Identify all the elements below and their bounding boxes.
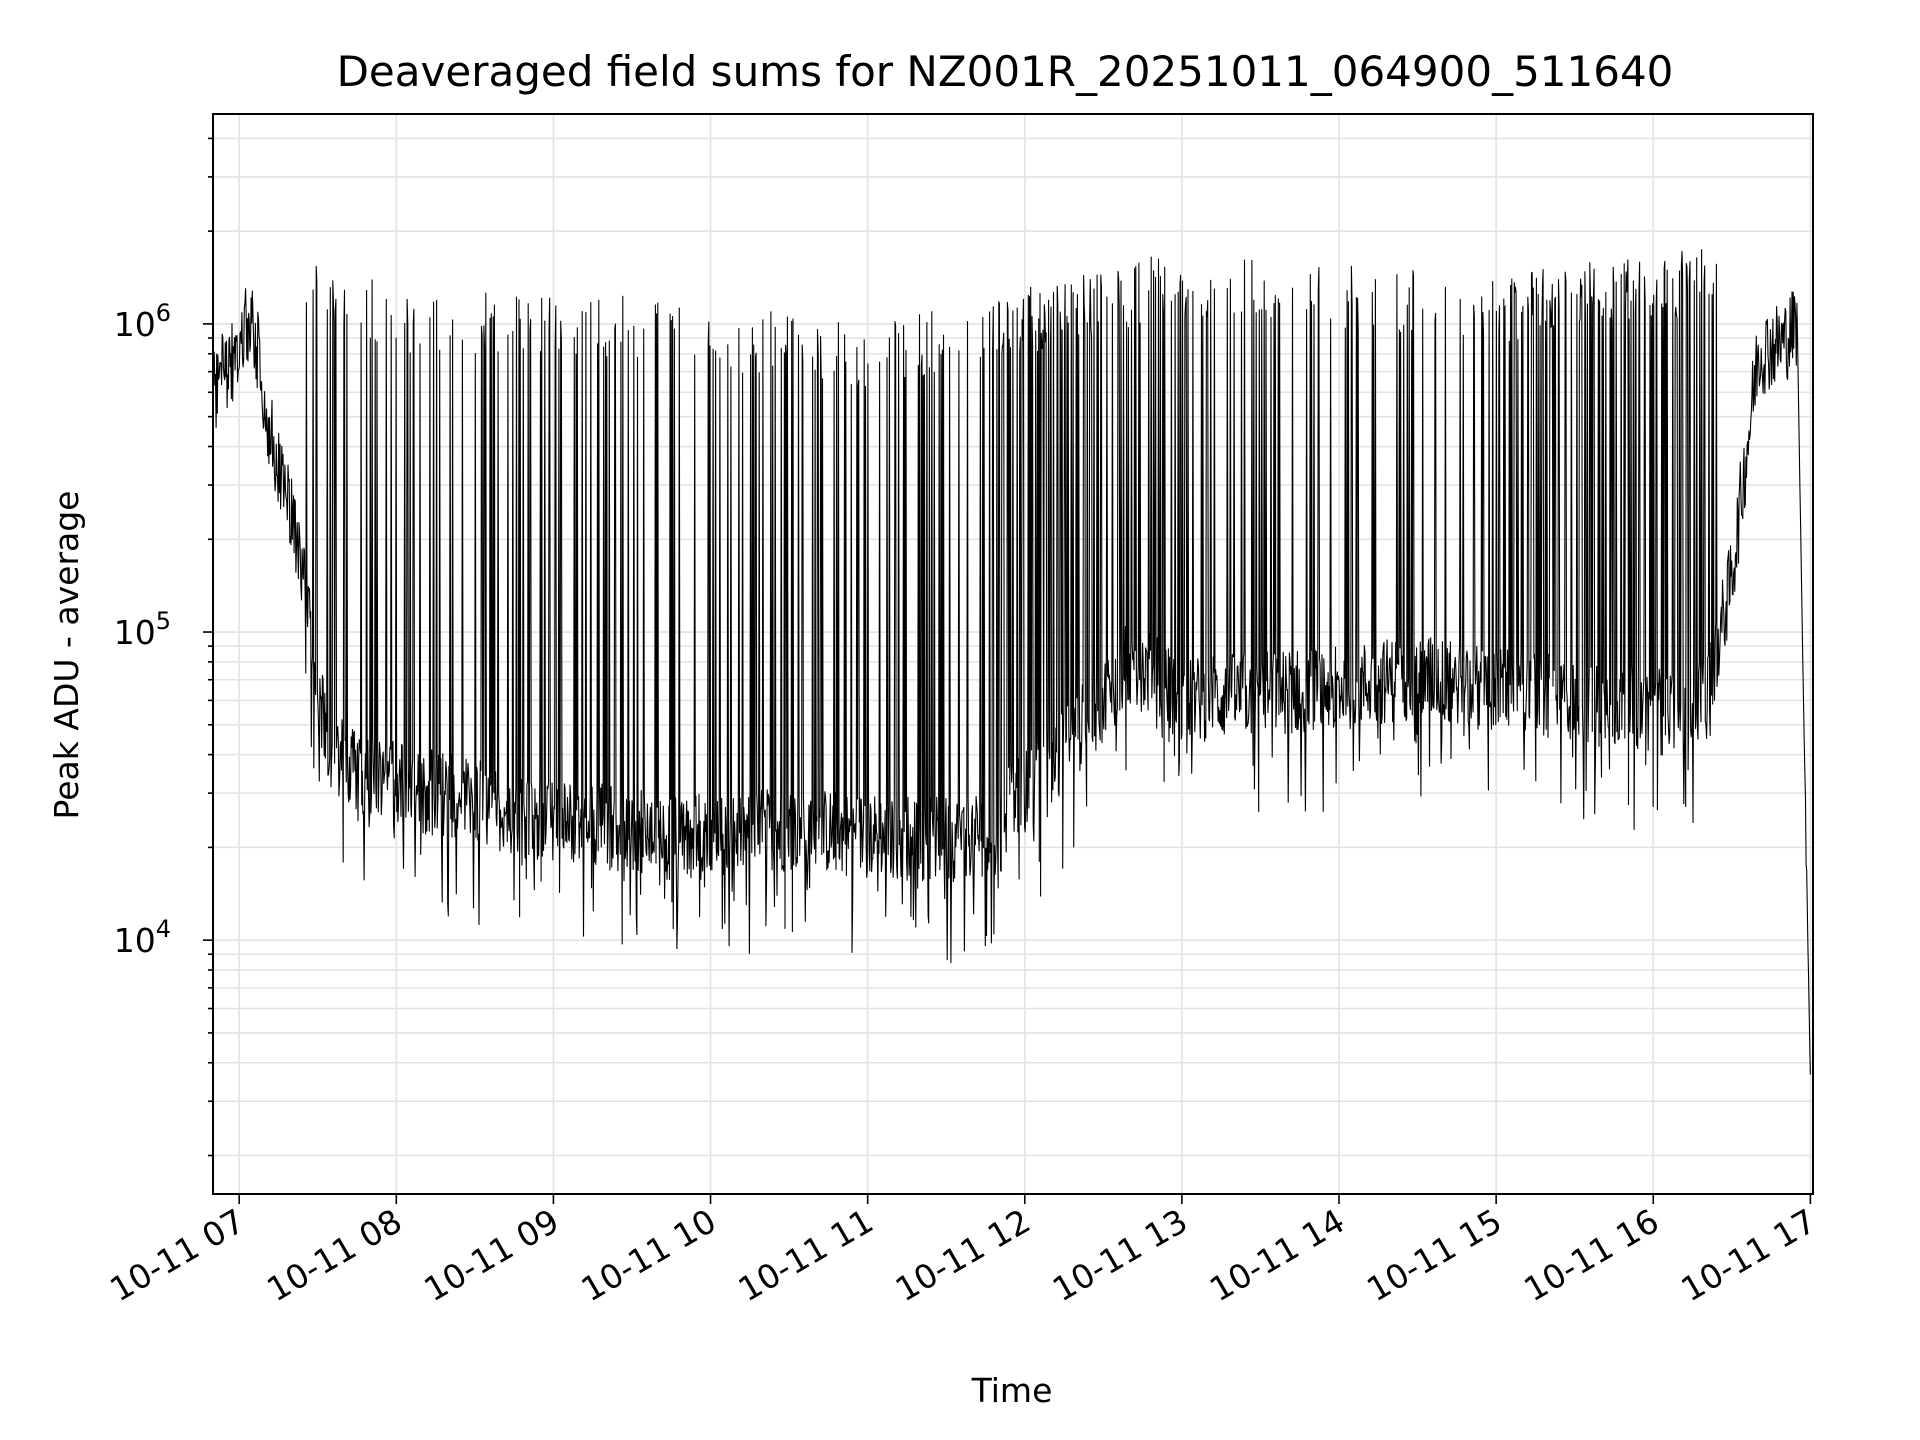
- y-tick-base: 10: [114, 613, 156, 652]
- x-tick-label: 10-11 16: [1517, 1201, 1665, 1309]
- y-tick-label: 104: [114, 915, 171, 960]
- y-tick-base: 10: [114, 921, 156, 960]
- x-tick-label: 10-11 13: [1046, 1201, 1194, 1309]
- series-layer: [212, 249, 1811, 1075]
- x-tick-label: 10-11 09: [417, 1201, 565, 1309]
- series-line: [212, 249, 1811, 1075]
- y-tick-base: 10: [114, 305, 156, 344]
- x-tick-label: 10-11 17: [1674, 1201, 1822, 1309]
- x-tick-label: 10-11 10: [575, 1201, 723, 1309]
- x-tick-label: 10-11 07: [103, 1201, 251, 1309]
- y-tick-exponent: 6: [156, 299, 171, 327]
- x-tick-label: 10-11 14: [1203, 1201, 1351, 1309]
- x-axis-label: Time: [971, 1371, 1053, 1410]
- y-tick-exponent: 4: [156, 915, 171, 943]
- x-tick-label: 10-11 08: [260, 1201, 408, 1309]
- x-axis-ticks: 10-11 07 10-11 08 10-11 09 10-11 10 10-11 11…: [103, 1194, 1822, 1309]
- y-tick-exponent: 5: [156, 607, 171, 635]
- x-tick-label: 10-11 11: [732, 1201, 880, 1309]
- chart-title: Deaveraged field sums for NZ001R_2025101…: [337, 47, 1674, 96]
- y-axis-label: Peak ADU - average: [47, 491, 86, 820]
- plot-frame: [212, 113, 1814, 1195]
- y-tick-label: 105: [114, 607, 171, 652]
- x-tick-label: 10-11 15: [1360, 1201, 1508, 1309]
- x-tick-label: 10-11 12: [889, 1201, 1037, 1309]
- y-tick-label: 106: [114, 299, 171, 344]
